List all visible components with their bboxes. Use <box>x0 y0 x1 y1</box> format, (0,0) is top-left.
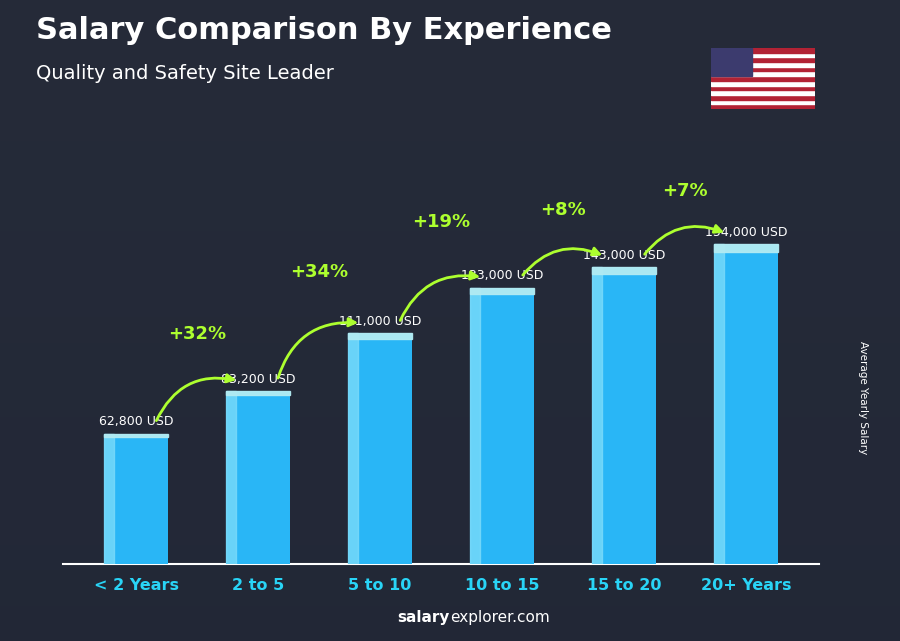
Text: +7%: +7% <box>662 182 707 200</box>
Bar <box>711 72 814 76</box>
Bar <box>711 48 814 53</box>
Bar <box>348 333 411 564</box>
Bar <box>711 67 814 72</box>
FancyArrowPatch shape <box>523 248 599 275</box>
Text: Average Yearly Salary: Average Yearly Salary <box>859 341 868 454</box>
Text: explorer.com: explorer.com <box>450 610 550 625</box>
Bar <box>711 99 814 104</box>
Bar <box>714 244 724 564</box>
Bar <box>714 244 778 252</box>
Bar <box>592 267 602 564</box>
Bar <box>471 288 534 564</box>
FancyArrowPatch shape <box>644 226 721 254</box>
Bar <box>711 58 814 62</box>
Text: 133,000 USD: 133,000 USD <box>461 269 544 283</box>
Bar <box>348 333 358 564</box>
Bar <box>227 391 290 395</box>
Text: +8%: +8% <box>540 201 586 219</box>
Bar <box>227 391 290 564</box>
Bar <box>711 104 814 109</box>
Bar <box>714 244 778 564</box>
Bar <box>348 333 411 339</box>
Bar <box>711 48 752 76</box>
Bar <box>104 433 114 564</box>
Bar <box>104 433 168 437</box>
Text: Salary Comparison By Experience: Salary Comparison By Experience <box>36 16 612 45</box>
Text: +34%: +34% <box>290 263 348 281</box>
Text: 111,000 USD: 111,000 USD <box>338 315 421 328</box>
Bar <box>471 288 480 564</box>
Text: Quality and Safety Site Leader: Quality and Safety Site Leader <box>36 64 334 83</box>
Bar <box>711 53 814 58</box>
FancyArrowPatch shape <box>278 319 356 378</box>
Text: +32%: +32% <box>168 325 226 344</box>
Bar <box>227 391 236 564</box>
Bar <box>711 90 814 95</box>
Bar <box>104 433 168 564</box>
FancyArrowPatch shape <box>157 375 233 420</box>
Bar <box>592 267 655 274</box>
Bar <box>711 95 814 99</box>
FancyArrowPatch shape <box>400 272 477 320</box>
Bar <box>471 288 534 294</box>
Text: 143,000 USD: 143,000 USD <box>582 249 665 262</box>
Bar <box>711 81 814 85</box>
Text: 83,200 USD: 83,200 USD <box>220 373 295 386</box>
Text: 154,000 USD: 154,000 USD <box>705 226 788 238</box>
Bar <box>711 62 814 67</box>
Bar <box>711 76 814 81</box>
Bar <box>592 267 655 564</box>
Text: 62,800 USD: 62,800 USD <box>99 415 174 428</box>
Text: +19%: +19% <box>412 213 470 231</box>
Bar <box>711 85 814 90</box>
Text: salary: salary <box>398 610 450 625</box>
